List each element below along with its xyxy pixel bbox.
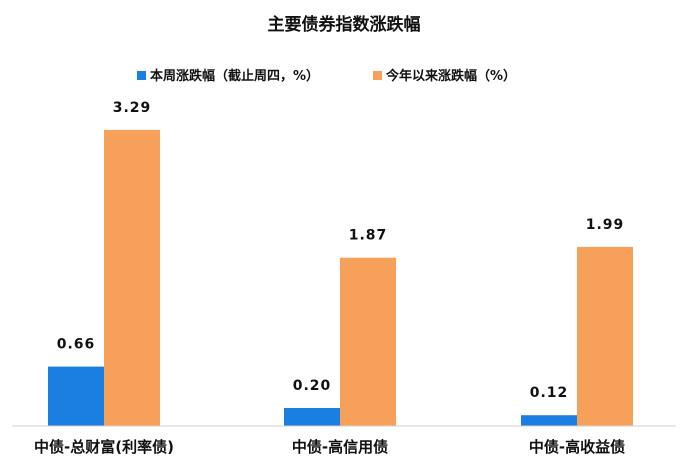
bar-weekly-1 bbox=[48, 366, 104, 426]
category-label-2: 中债-高信用债 bbox=[292, 438, 388, 456]
data-label-weekly-3: 0.12 bbox=[530, 385, 569, 401]
bar-ytd-1 bbox=[104, 129, 160, 426]
data-label-weekly-2: 0.20 bbox=[293, 378, 332, 394]
category-labels-group: 中债-总财富(利率债) 中债-高信用债 中债-高收益债 bbox=[34, 438, 625, 456]
category-label-1: 中债-总财富(利率债) bbox=[34, 438, 174, 456]
legend-swatch-weekly bbox=[137, 71, 146, 80]
data-label-ytd-2: 1.87 bbox=[349, 228, 388, 244]
data-label-ytd-1: 3.29 bbox=[113, 100, 152, 116]
chart-title: 主要债券指数涨跌幅 bbox=[268, 14, 421, 35]
bar-weekly-2 bbox=[284, 408, 340, 426]
bar-ytd-3 bbox=[577, 246, 633, 426]
data-label-weekly-1: 0.66 bbox=[57, 337, 96, 353]
legend-label-weekly: 本周涨跌幅（截止周四，%） bbox=[150, 68, 319, 84]
data-label-ytd-3: 1.99 bbox=[586, 217, 625, 233]
legend: 本周涨跌幅（截止周四，%） 今年以来涨跌幅（%） bbox=[137, 68, 516, 84]
bar-weekly-3 bbox=[521, 415, 577, 426]
bar-ytd-2 bbox=[340, 257, 396, 426]
data-labels-group: 0.66 3.29 0.20 1.87 0.12 1.99 bbox=[57, 100, 625, 401]
legend-swatch-ytd bbox=[373, 71, 382, 80]
legend-label-ytd: 今年以来涨跌幅（%） bbox=[385, 68, 516, 84]
category-label-3: 中债-高收益债 bbox=[529, 438, 625, 456]
bars-group bbox=[48, 129, 633, 426]
